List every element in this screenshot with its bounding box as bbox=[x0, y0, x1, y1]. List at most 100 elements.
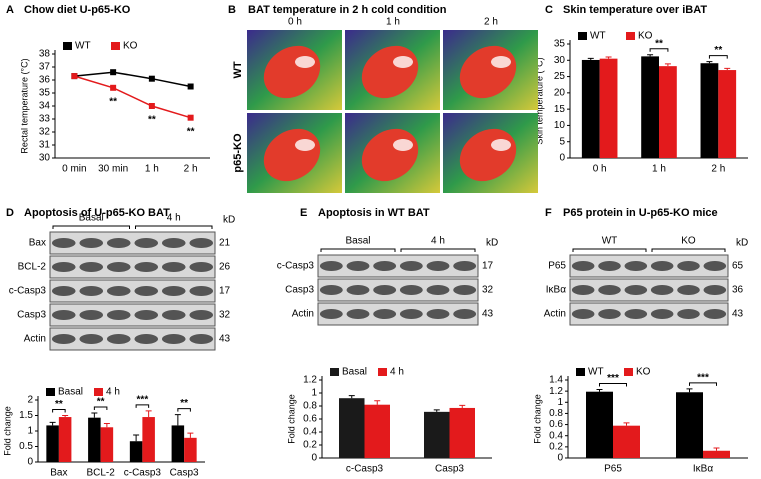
error-bar bbox=[623, 422, 630, 426]
bracket bbox=[135, 404, 150, 408]
blot-band bbox=[346, 261, 370, 271]
blot-band bbox=[703, 261, 727, 271]
blot-band bbox=[453, 261, 477, 271]
point bbox=[110, 69, 117, 76]
x-tick-label: Bax bbox=[50, 468, 67, 479]
blot-band bbox=[624, 309, 648, 319]
error-bar bbox=[62, 415, 69, 418]
y-tick-label: 37 bbox=[39, 62, 51, 73]
legend-swatch bbox=[111, 42, 120, 50]
legend-swatch bbox=[578, 32, 587, 40]
y-tick-label: 5 bbox=[559, 136, 565, 147]
y-axis-label: Skin temperature (°C) bbox=[534, 57, 544, 144]
y-tick-label: 15 bbox=[554, 104, 566, 115]
x-tick-label: 2 h bbox=[184, 164, 198, 175]
blot-strip bbox=[49, 279, 216, 303]
group-bracket bbox=[572, 248, 647, 252]
error-bar bbox=[103, 423, 110, 428]
blot-band bbox=[373, 261, 397, 271]
blot-band bbox=[426, 261, 450, 271]
blot-band bbox=[134, 310, 159, 320]
bar bbox=[599, 58, 618, 158]
legend-label: KO bbox=[636, 367, 651, 378]
error-bar bbox=[587, 57, 594, 60]
blot-band bbox=[134, 238, 159, 248]
blot-strip bbox=[569, 278, 729, 302]
blot-band bbox=[650, 285, 674, 295]
legend-label: WT bbox=[588, 367, 604, 378]
blot-band bbox=[134, 262, 159, 272]
blot-band bbox=[161, 262, 186, 272]
annotation: *** bbox=[607, 373, 619, 384]
point bbox=[110, 84, 117, 91]
blot-band bbox=[161, 286, 186, 296]
blot-band bbox=[453, 309, 477, 319]
y-tick-label: 31 bbox=[39, 140, 51, 151]
y-tick-label: 1 bbox=[27, 426, 33, 437]
blot-band bbox=[624, 285, 648, 295]
bar bbox=[581, 59, 600, 158]
legend-swatch bbox=[626, 32, 635, 40]
y-tick-label: 33 bbox=[39, 114, 51, 125]
blot-band bbox=[598, 285, 621, 295]
y-tick-label: 36 bbox=[39, 75, 51, 86]
band-label: c-Casp3 bbox=[277, 261, 315, 272]
blot-band bbox=[598, 309, 621, 319]
group-label: 4 h bbox=[167, 213, 181, 224]
bar bbox=[46, 425, 59, 462]
annotation: ** bbox=[180, 398, 188, 409]
group-bracket bbox=[320, 248, 396, 252]
bar bbox=[100, 427, 114, 462]
group-label: 4 h bbox=[431, 236, 445, 247]
blot-band bbox=[650, 261, 674, 271]
point bbox=[148, 103, 155, 109]
legend-swatch bbox=[330, 368, 339, 376]
line bbox=[74, 75, 191, 119]
blot-band bbox=[650, 309, 674, 319]
x-tick-label: 1 h bbox=[652, 164, 666, 175]
bar bbox=[184, 437, 197, 462]
panel-letter: E bbox=[300, 207, 307, 219]
blot-band bbox=[453, 285, 477, 295]
bracket bbox=[649, 48, 669, 52]
blot-strip bbox=[317, 254, 479, 278]
kd-label: 32 bbox=[482, 285, 494, 296]
y-tick-label: 0 bbox=[311, 453, 317, 464]
blot-strip bbox=[49, 327, 216, 351]
x-tick-label: Casp3 bbox=[435, 464, 464, 475]
blot-strip bbox=[317, 278, 479, 302]
blot-band bbox=[79, 262, 104, 272]
hot-spot bbox=[491, 56, 511, 68]
blot-band bbox=[373, 309, 397, 319]
blot-band bbox=[346, 309, 370, 319]
error-bar bbox=[664, 63, 671, 67]
hot-spot bbox=[295, 139, 315, 151]
y-tick-label: 2 bbox=[27, 395, 33, 406]
blot-band bbox=[399, 309, 423, 319]
kd-label: 43 bbox=[219, 334, 231, 345]
blot-band bbox=[79, 286, 104, 296]
blot-band bbox=[319, 285, 343, 295]
error-bar bbox=[647, 54, 654, 57]
y-tick-label: 0.2 bbox=[549, 441, 563, 452]
blot-band bbox=[161, 238, 186, 248]
band-label: BCL-2 bbox=[18, 262, 47, 273]
blot-band bbox=[319, 309, 343, 319]
column-label: 2 h bbox=[484, 17, 498, 28]
unit-label: kD bbox=[736, 238, 748, 249]
bar bbox=[641, 56, 659, 158]
error-bar bbox=[686, 388, 693, 393]
error-bar bbox=[145, 410, 152, 418]
x-tick-label: 30 min bbox=[98, 164, 128, 175]
bar bbox=[58, 417, 72, 462]
y-tick-label: 0.5 bbox=[19, 441, 33, 452]
bar bbox=[449, 407, 475, 458]
blot-band bbox=[189, 262, 214, 272]
bar bbox=[339, 398, 365, 458]
legend-label: 4 h bbox=[106, 387, 120, 398]
line bbox=[74, 71, 191, 88]
blot-band bbox=[598, 261, 621, 271]
blot-strip bbox=[569, 254, 729, 278]
blot-band bbox=[161, 334, 186, 344]
annotation: ** bbox=[655, 38, 663, 49]
